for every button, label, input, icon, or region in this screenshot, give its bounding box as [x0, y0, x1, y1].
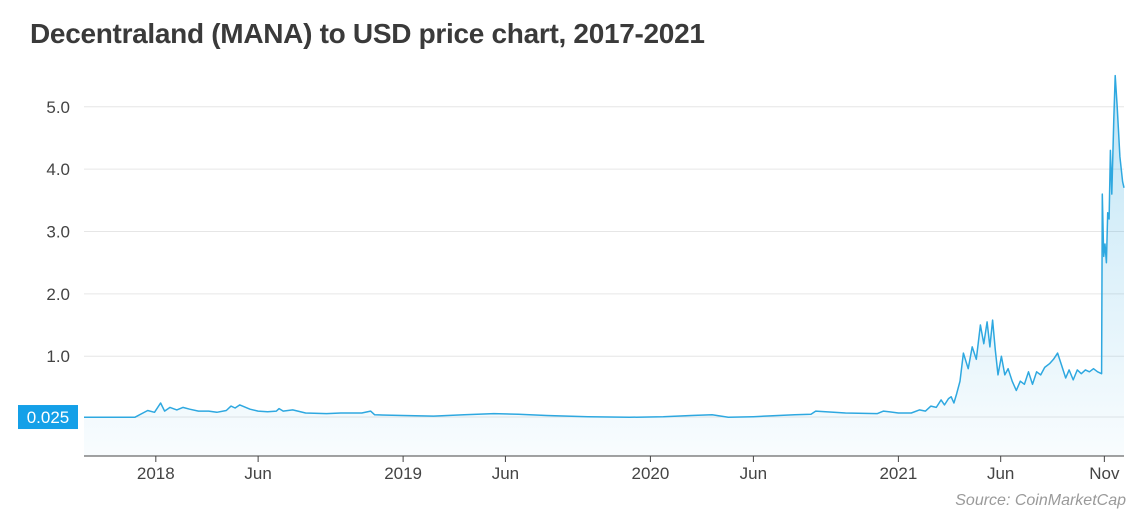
x-tick-label: 2019 — [384, 464, 422, 483]
y-tick-label: 1.0 — [46, 347, 70, 366]
y-tick-label: 4.0 — [46, 160, 70, 179]
x-tick-label: 2021 — [879, 464, 917, 483]
x-tick-label: Jun — [492, 464, 519, 483]
y-tick-label: 3.0 — [46, 222, 70, 241]
x-axis — [84, 455, 1124, 462]
x-tick-label: Jun — [987, 464, 1014, 483]
price-marker-label: 0.025 — [27, 408, 70, 427]
x-axis-ticks: 2018 Jun 2019 Jun 2020 Jun 2021 Jun Nov — [137, 464, 1120, 483]
chart-title: Decentraland (MANA) to USD price chart, … — [30, 18, 705, 49]
price-marker-box — [18, 405, 78, 430]
price-line — [84, 74, 1125, 419]
y-axis-ticks: 5.0 4.0 3.0 2.0 1.0 — [46, 98, 70, 366]
price-series-line — [84, 74, 1125, 419]
y-tick-label: 5.0 — [46, 98, 70, 117]
area-fill — [84, 75, 1124, 456]
x-tick-label: Nov — [1089, 464, 1120, 483]
current-price-marker: 0.025 — [18, 405, 78, 430]
x-tick-label: Jun — [244, 464, 271, 483]
x-tick-label: Jun — [740, 464, 767, 483]
y-tick-label: 2.0 — [46, 285, 70, 304]
price-area — [84, 75, 1124, 456]
x-tick-label: 2018 — [137, 464, 175, 483]
x-tick-label: 2020 — [631, 464, 669, 483]
source-note: Source: CoinMarketCap — [955, 492, 1126, 509]
